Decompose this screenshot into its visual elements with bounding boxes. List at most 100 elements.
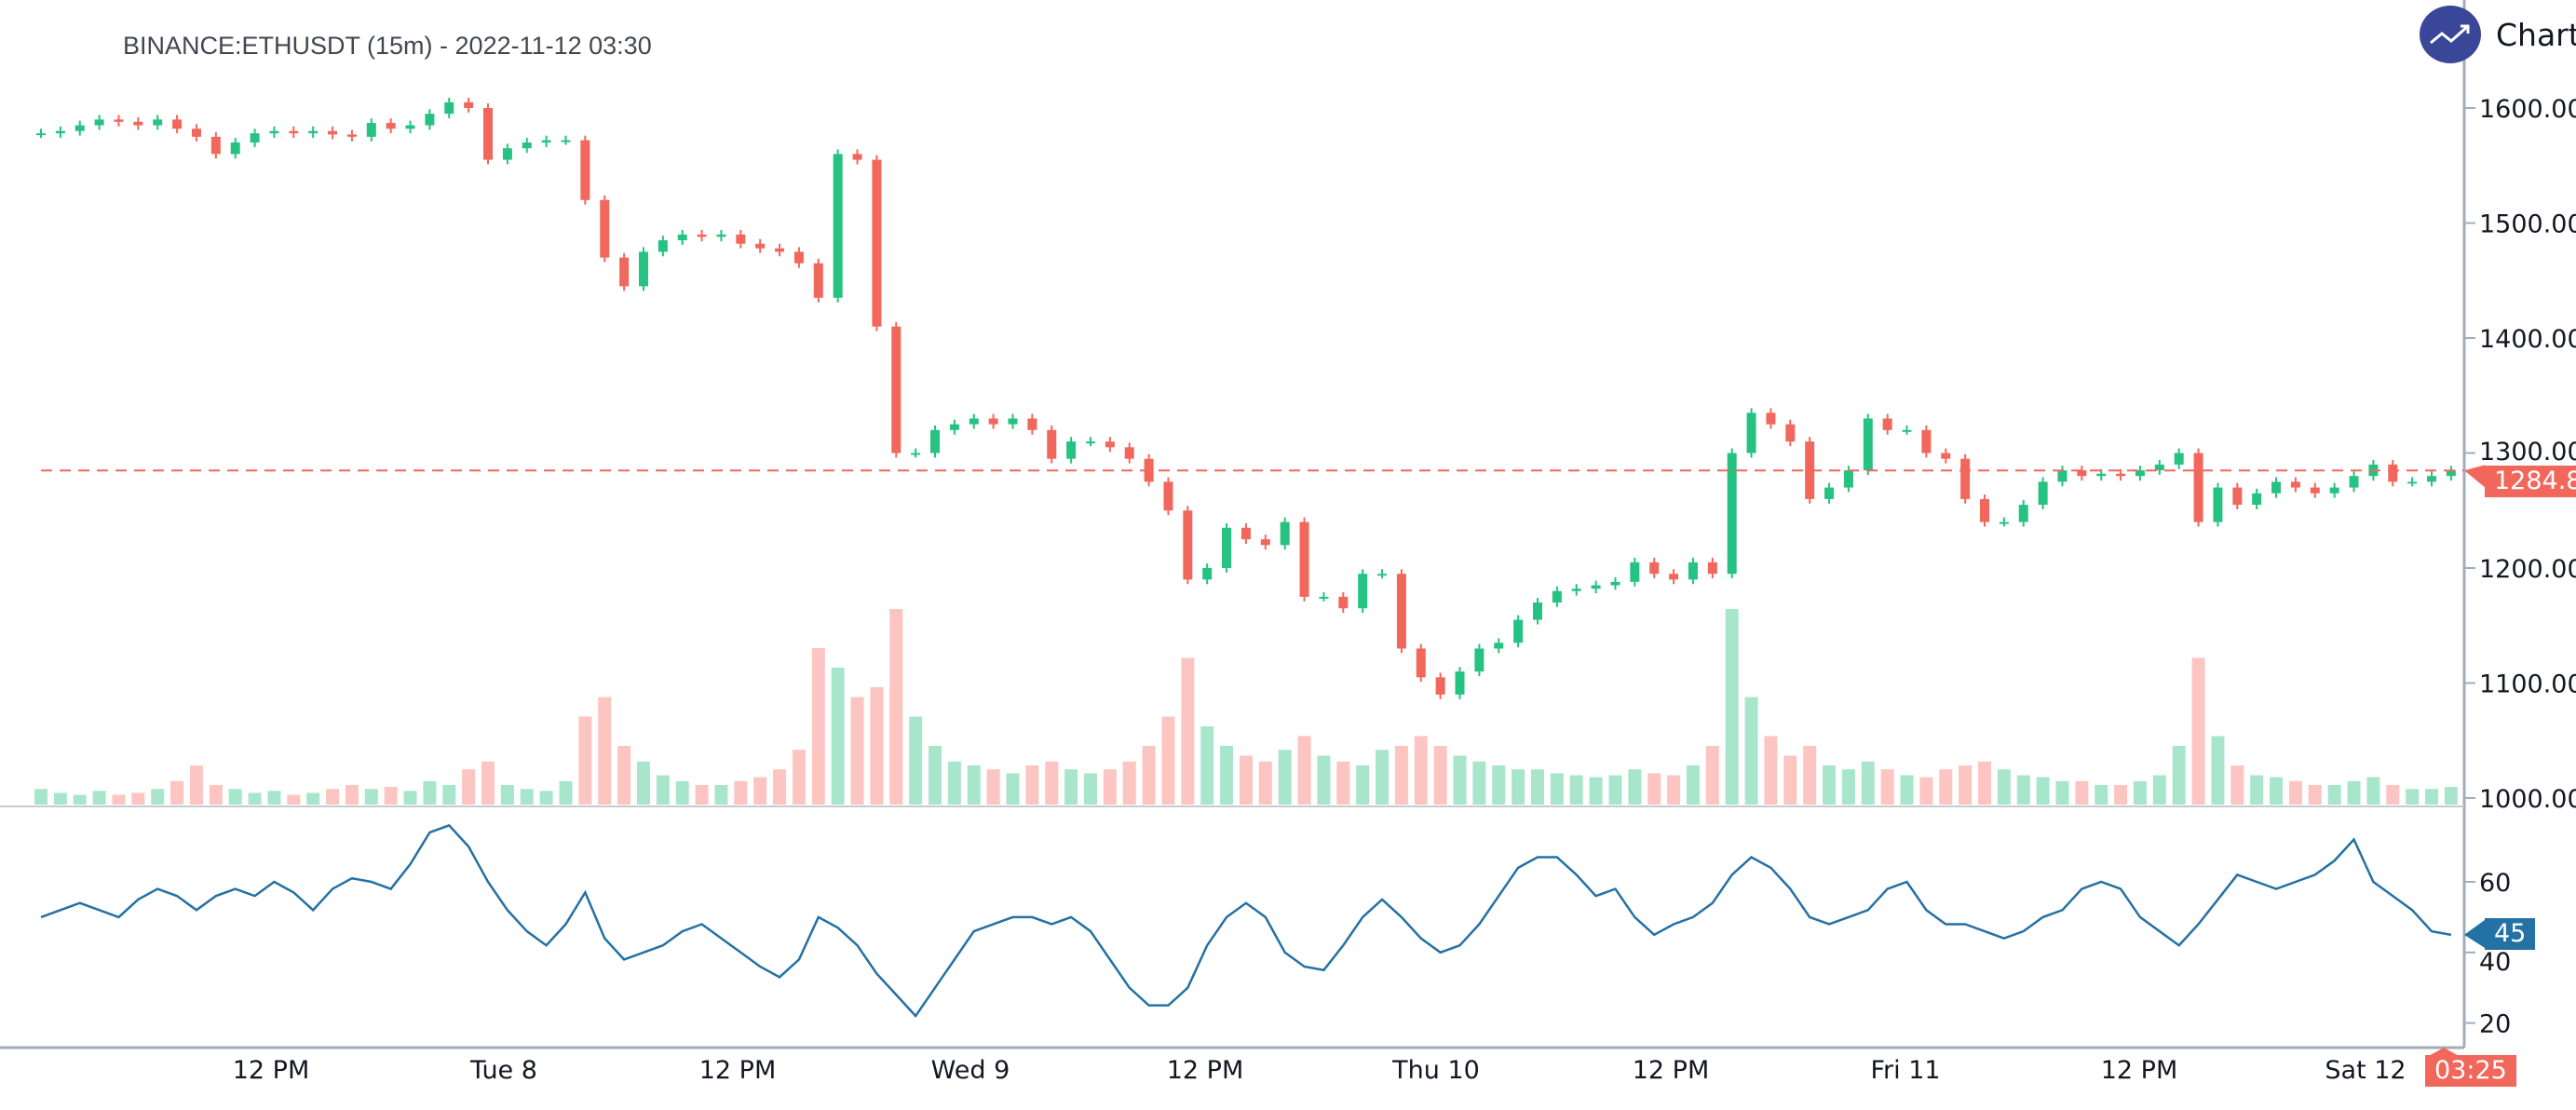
candle bbox=[1941, 453, 1951, 459]
volume-bar bbox=[1608, 775, 1622, 805]
volume-bar bbox=[1512, 769, 1525, 805]
trending-up-icon[interactable] bbox=[2420, 6, 2481, 63]
candle bbox=[1008, 418, 1018, 425]
chart-title: BINANCE:ETHUSDT (15m) - 2022-11-12 03:30 bbox=[123, 32, 652, 60]
volume-bar bbox=[2075, 780, 2089, 805]
volume-bar bbox=[2308, 785, 2322, 805]
volume-bar bbox=[462, 769, 476, 805]
candle bbox=[1999, 521, 2009, 524]
price-tick-label: 1200.00 bbox=[2479, 555, 2576, 584]
candle bbox=[852, 154, 862, 160]
candle bbox=[133, 121, 143, 126]
candle bbox=[1746, 413, 1756, 453]
candle bbox=[153, 119, 163, 126]
volume-bar bbox=[34, 789, 47, 805]
volume-bar bbox=[539, 791, 553, 805]
volume-bar bbox=[2444, 787, 2458, 805]
volume-bar bbox=[947, 761, 961, 805]
candle bbox=[1435, 677, 1445, 695]
volume-bar bbox=[889, 609, 903, 805]
volume-bar bbox=[170, 780, 184, 805]
candle bbox=[1124, 447, 1134, 459]
volume-bar bbox=[53, 792, 67, 805]
candle bbox=[2193, 453, 2203, 522]
candle bbox=[1183, 510, 1193, 580]
volume-bar bbox=[1550, 773, 1564, 805]
candle bbox=[2310, 487, 2320, 494]
candle bbox=[2174, 453, 2184, 465]
volume-bar bbox=[228, 789, 242, 805]
volume-bar bbox=[1628, 769, 1642, 805]
candle bbox=[969, 418, 979, 425]
volume-bar bbox=[2016, 775, 2030, 805]
volume-bar bbox=[2347, 780, 2361, 805]
volume-bar bbox=[2133, 780, 2147, 805]
candle bbox=[1319, 596, 1329, 599]
volume-bar bbox=[151, 789, 165, 805]
candle bbox=[716, 234, 726, 237]
candle bbox=[891, 326, 902, 453]
brand-label[interactable]: Charts p bbox=[2496, 17, 2576, 53]
time-tick-label: 12 PM bbox=[699, 1056, 777, 1085]
candle bbox=[1455, 671, 1465, 695]
volume-bar bbox=[675, 780, 689, 805]
volume-bar bbox=[1161, 716, 1175, 805]
candle bbox=[1824, 487, 1835, 499]
volume-bar bbox=[967, 765, 981, 805]
candle bbox=[2057, 470, 2068, 482]
volume-bar bbox=[1939, 769, 1953, 805]
candle bbox=[541, 140, 551, 143]
volume-bar bbox=[131, 792, 145, 805]
volume-bar bbox=[1336, 761, 1350, 805]
candle bbox=[697, 234, 707, 237]
volume-bar bbox=[1083, 773, 1097, 805]
candle bbox=[793, 251, 804, 264]
candle bbox=[269, 130, 279, 134]
volume-bar bbox=[209, 785, 223, 805]
volume-bar bbox=[1686, 765, 1700, 805]
candle bbox=[736, 234, 746, 244]
volume-bar bbox=[1841, 769, 1855, 805]
volume-bar bbox=[1025, 765, 1039, 805]
volume-bar bbox=[598, 697, 612, 805]
volume-bar bbox=[578, 716, 592, 805]
candle bbox=[191, 129, 201, 137]
candle bbox=[405, 125, 415, 129]
volume-bar bbox=[850, 697, 864, 805]
volume-bar bbox=[1220, 746, 1234, 805]
volume-bar bbox=[1530, 769, 1544, 805]
candle bbox=[444, 102, 454, 115]
volume-bar bbox=[929, 746, 942, 805]
volume-bar bbox=[2152, 775, 2166, 805]
volume-bar bbox=[773, 769, 787, 805]
candle bbox=[658, 240, 668, 252]
volume-bar bbox=[870, 687, 884, 805]
candle bbox=[561, 140, 571, 142]
candle bbox=[2446, 470, 2456, 477]
candle bbox=[833, 154, 843, 298]
candle bbox=[2232, 487, 2243, 506]
candle bbox=[1727, 453, 1737, 575]
candle bbox=[464, 102, 474, 108]
candle bbox=[1396, 574, 1406, 649]
volume-bar bbox=[695, 785, 709, 805]
volume-bar bbox=[2055, 780, 2069, 805]
volume-bar bbox=[1725, 609, 1739, 805]
volume-bar bbox=[1181, 657, 1195, 805]
volume-bar bbox=[1317, 755, 1331, 805]
candle bbox=[638, 251, 648, 287]
volume-bar bbox=[248, 792, 262, 805]
candle bbox=[75, 125, 85, 131]
candle bbox=[2252, 493, 2262, 506]
candle bbox=[2077, 470, 2087, 477]
candle bbox=[1766, 413, 1776, 425]
candle bbox=[1416, 648, 1426, 678]
volume-bar bbox=[481, 761, 495, 805]
candle bbox=[2349, 476, 2359, 488]
candle bbox=[1027, 418, 1037, 430]
last-price-label: 1284.86 bbox=[2485, 466, 2576, 497]
volume-bar bbox=[1667, 775, 1681, 805]
volume-bar bbox=[1122, 761, 1136, 805]
price-tick-label: 1000.00 bbox=[2479, 785, 2576, 814]
